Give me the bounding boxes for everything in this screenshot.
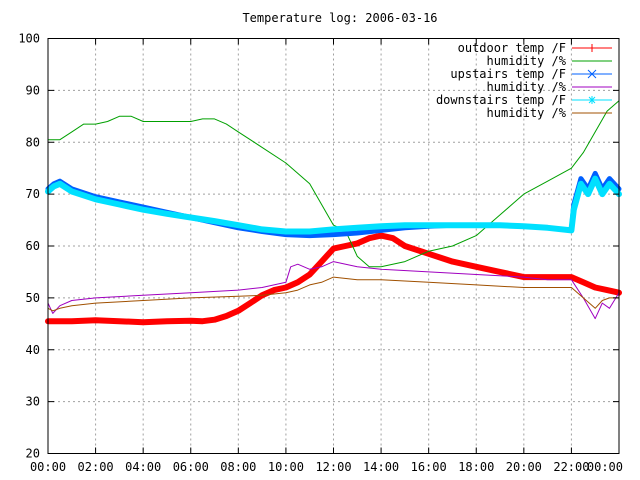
grid-lines: [48, 38, 619, 454]
x-tick-label: 00:00: [587, 460, 623, 474]
x-tick-label: 20:00: [506, 460, 542, 474]
y-tick-label: 30: [26, 395, 40, 409]
legend-label: downstairs temp /F: [436, 93, 566, 107]
legend-marker-star: [588, 96, 596, 104]
y-tick-label: 100: [18, 32, 40, 46]
chart-title: Temperature log: 2006-03-16: [242, 11, 437, 25]
legend-label: humidity /%: [487, 54, 567, 68]
series-line-4: [45, 175, 622, 235]
x-tick-label: 06:00: [173, 460, 209, 474]
x-tick-label: 18:00: [458, 460, 494, 474]
legend-label: humidity /%: [487, 106, 567, 120]
x-tick-label: 04:00: [125, 460, 161, 474]
x-axis-tick-labels: 00:00 02:00 04:00 06:00 08:00 10:00 12:00 14:00…: [30, 460, 623, 474]
y-tick-label: 40: [26, 343, 40, 357]
x-tick-label: 16:00: [411, 460, 447, 474]
series-line-5: [47, 276, 620, 312]
x-tick-label: 02:00: [78, 460, 114, 474]
y-tick-label: 60: [26, 239, 40, 253]
x-tick-label: 14:00: [363, 460, 399, 474]
x-tick-label: 08:00: [220, 460, 256, 474]
legend-label: outdoor temp /F: [458, 41, 566, 55]
x-tick-label: 10:00: [268, 460, 304, 474]
y-tick-label: 90: [26, 83, 40, 97]
x-tick-label: 00:00: [30, 460, 66, 474]
series-line-1: [47, 100, 620, 268]
y-tick-label: 50: [26, 291, 40, 305]
x-tick-label: 22:00: [553, 460, 589, 474]
x-tick-label: 12:00: [315, 460, 351, 474]
y-tick-label: 20: [26, 447, 40, 461]
legend-label: upstairs temp /F: [450, 67, 566, 81]
legend-marker-x: [587, 69, 597, 79]
y-axis-tick-labels: 20 30 40 50 60 70 80 90 100: [18, 32, 40, 461]
y-tick-label: 80: [26, 135, 40, 149]
legend-marker-plus: [588, 44, 596, 52]
y-tick-label: 70: [26, 187, 40, 201]
axis-ticks: [47, 38, 620, 454]
series-lines: [45, 100, 622, 326]
series-line-3: [47, 261, 620, 320]
legend-label: humidity /%: [487, 80, 567, 94]
